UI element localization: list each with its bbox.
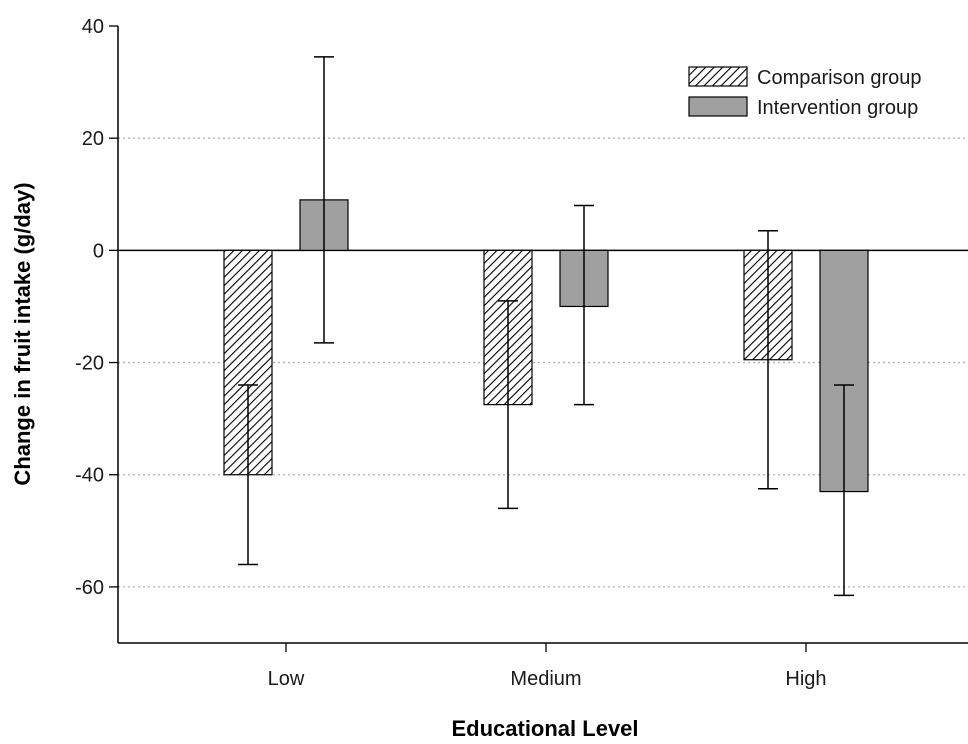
legend-label-intervention: Intervention group bbox=[757, 97, 918, 119]
y-axis-title: Change in fruit intake (g/day) bbox=[10, 182, 35, 485]
legend-label-comparison: Comparison group bbox=[757, 67, 922, 89]
y-tick-label: -20 bbox=[75, 353, 104, 375]
x-tick-label: Medium bbox=[510, 668, 581, 690]
y-tick-label: 0 bbox=[93, 240, 104, 262]
x-tick-label: Low bbox=[268, 668, 305, 690]
legend: Comparison group Intervention group bbox=[688, 66, 922, 119]
legend-swatch-intervention bbox=[688, 96, 748, 117]
x-axis-ticks: Low Medium High bbox=[268, 643, 827, 690]
error-bars bbox=[238, 56, 854, 597]
bars bbox=[223, 199, 869, 493]
y-tick-label: 20 bbox=[82, 128, 104, 150]
x-tick-label: High bbox=[785, 668, 826, 690]
y-tick-label: -60 bbox=[75, 577, 104, 599]
y-tick-label: -40 bbox=[75, 465, 104, 487]
y-axis-ticks: 40 20 0 -20 -40 -60 bbox=[75, 16, 118, 599]
legend-swatch-comparison bbox=[688, 66, 748, 87]
x-axis-title: Educational Level bbox=[451, 716, 638, 741]
y-tick-label: 40 bbox=[82, 16, 104, 38]
